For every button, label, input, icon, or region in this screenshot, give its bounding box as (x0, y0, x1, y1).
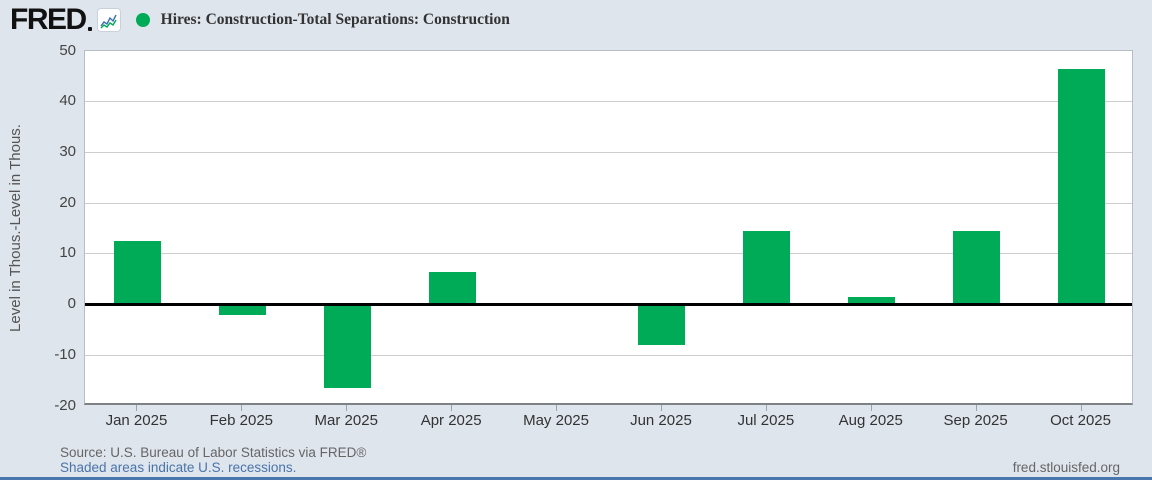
bar-aug-2025 (848, 296, 896, 305)
bar-mar-2025 (323, 304, 371, 389)
x-tick-label: Jan 2025 (105, 412, 168, 429)
x-tick-label: Apr 2025 (420, 412, 482, 429)
x-tick-label: Mar 2025 (314, 412, 378, 429)
grid-line (85, 101, 1132, 103)
x-tick-mark (1080, 405, 1082, 411)
x-tick-mark (556, 405, 558, 411)
bar-sep-2025 (953, 231, 1001, 305)
y-tick-label: 0 (67, 295, 76, 313)
x-tick-label: Oct 2025 (1050, 412, 1111, 429)
y-tick-label: 20 (59, 193, 76, 211)
y-tick-label: -20 (54, 396, 76, 414)
x-tick-label: Jul 2025 (737, 412, 795, 429)
x-tick-mark (241, 405, 243, 411)
bar-apr-2025 (428, 271, 476, 305)
recessions-note-link[interactable]: Shaded areas indicate U.S. recessions. (60, 460, 297, 475)
x-tick-mark (765, 405, 767, 411)
y-tick-label: 40 (59, 92, 76, 110)
bar-jul-2025 (743, 231, 791, 305)
x-tick-label: Feb 2025 (209, 412, 274, 429)
x-tick-label: Aug 2025 (838, 412, 903, 429)
fred-logo[interactable]: FRED (10, 5, 92, 35)
x-tick-label: May 2025 (523, 412, 589, 429)
bar-jun-2025 (638, 304, 686, 346)
y-tick-label: 30 (59, 142, 76, 160)
plot-area (84, 50, 1133, 405)
bar-oct-2025 (1058, 68, 1106, 305)
grid-line (85, 354, 1132, 356)
fred-sparkline-icon (97, 9, 120, 31)
grid-line (85, 151, 1132, 153)
x-tick-mark (451, 405, 453, 411)
x-tick-label: Jun 2025 (630, 412, 692, 429)
zero-line (85, 303, 1132, 307)
bottom-accent-bar (0, 477, 1152, 480)
grid-line (85, 253, 1132, 255)
grid-line (85, 202, 1132, 204)
x-tick-mark (975, 405, 977, 411)
y-tick-label: 50 (59, 41, 76, 59)
bar-feb-2025 (218, 304, 266, 315)
site-link[interactable]: fred.stlouisfed.org (1012, 460, 1120, 475)
y-tick-label: -10 (54, 345, 76, 363)
x-tick-mark (136, 405, 138, 411)
x-tick-mark (346, 405, 348, 411)
y-axis-title: Level in Thous.-Level in Thous. (7, 124, 24, 332)
series-legend-dot (135, 13, 150, 27)
x-tick-mark (660, 405, 662, 411)
x-tick-label: Sep 2025 (943, 412, 1008, 429)
source-text: Source: U.S. Bureau of Labor Statistics … (60, 445, 367, 460)
bar-jan-2025 (113, 241, 161, 305)
chart-header: FRED Hires: Construction-Total Separatio… (10, 4, 510, 36)
y-tick-label: 10 (59, 244, 76, 262)
chart-title[interactable]: Hires: Construction-Total Separations: C… (160, 11, 510, 28)
x-tick-mark (870, 405, 872, 411)
